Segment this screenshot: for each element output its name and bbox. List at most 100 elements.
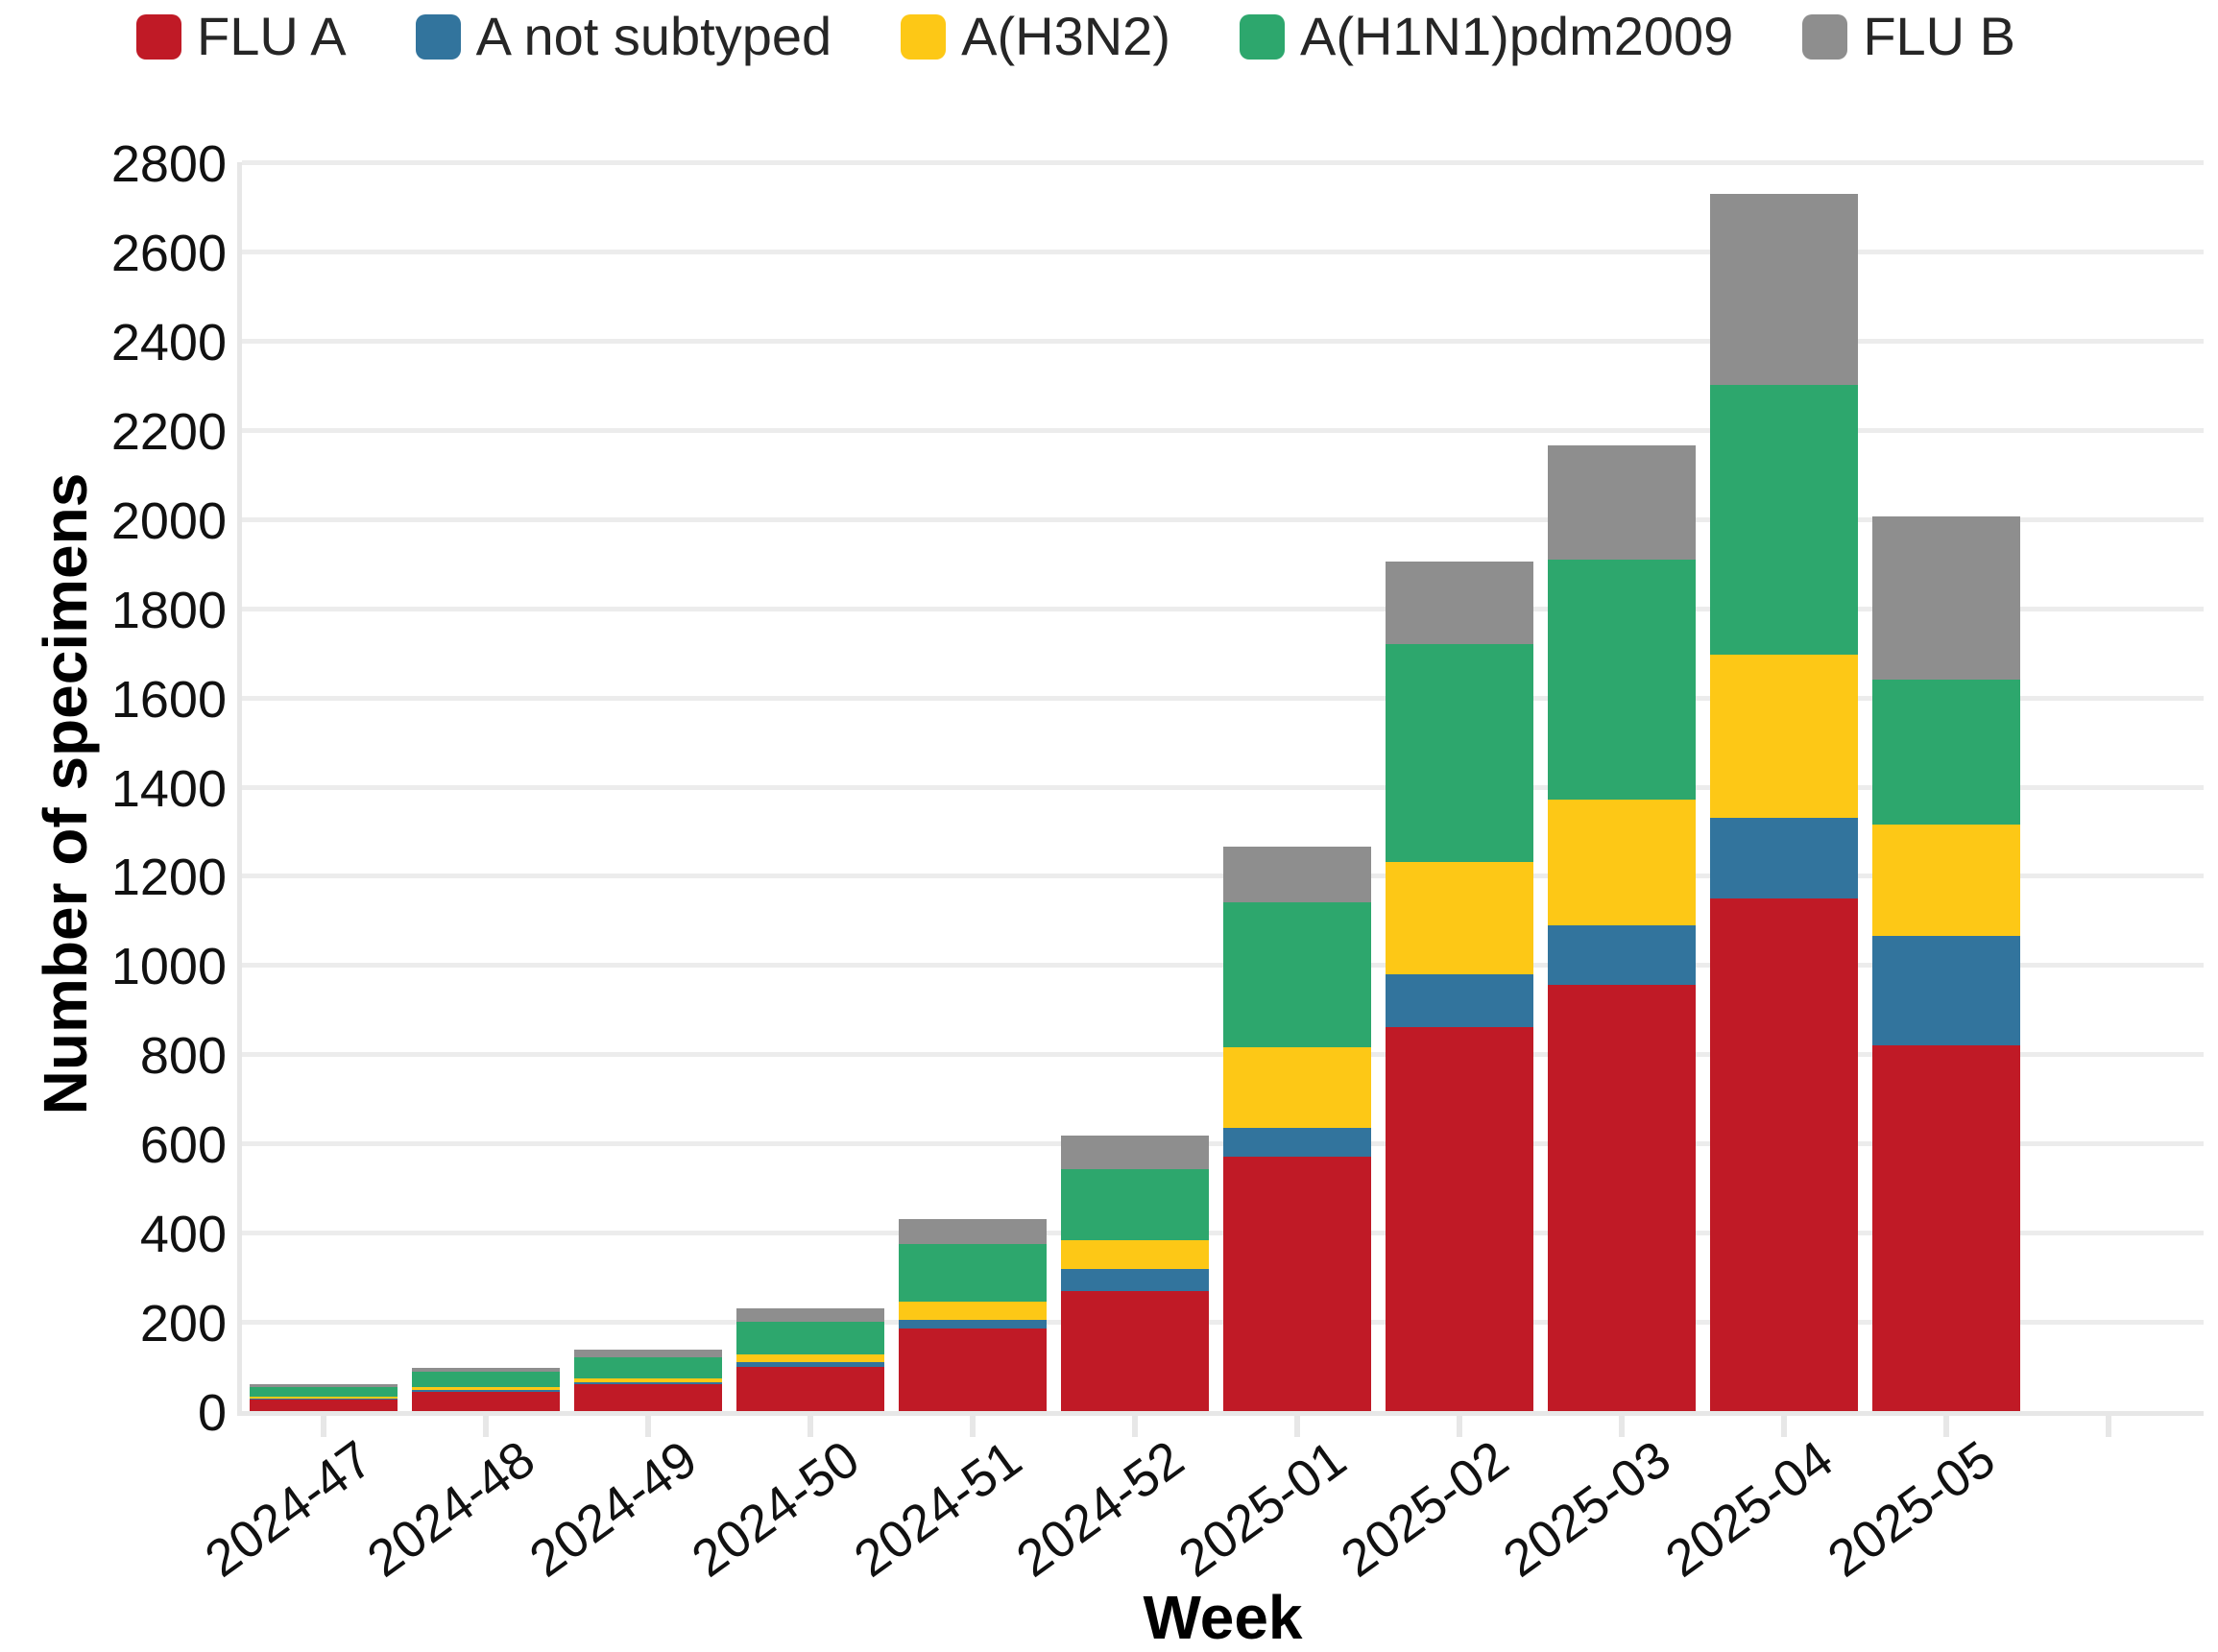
x-axis-tick — [483, 1416, 489, 1437]
bar-segment-2024-50-a(h3n2)[interactable] — [736, 1353, 884, 1363]
gridline-y-1800 — [242, 606, 2204, 611]
x-axis-tick — [2106, 1416, 2111, 1437]
gridline-y-400 — [242, 1231, 2204, 1236]
bar-segment-2024-52-a(h3n2)[interactable] — [1061, 1240, 1209, 1270]
bar-segment-2024-49-a-not-subtyped[interactable] — [574, 1381, 722, 1385]
x-axis-tick — [808, 1416, 813, 1437]
bar-segment-2024-47-flu-a[interactable] — [250, 1399, 398, 1411]
bar-segment-2024-52-a(h1n1)pdm2009[interactable] — [1061, 1168, 1209, 1241]
x-axis-tick — [1781, 1416, 1787, 1437]
legend-item-flu-a[interactable]: FLU A — [136, 10, 347, 63]
bar-segment-2025-03-flu-b[interactable] — [1548, 445, 1696, 560]
legend-item-a(h3n2)[interactable]: A(H3N2) — [901, 10, 1170, 63]
bar-segment-2025-01-flu-b[interactable] — [1223, 847, 1371, 903]
legend-label: A(H1N1)pdm2009 — [1299, 6, 1734, 66]
bar-segment-2024-47-a(h1n1)pdm2009[interactable] — [250, 1386, 398, 1398]
bar-segment-2024-50-flu-b[interactable] — [736, 1308, 884, 1323]
x-axis-tick — [1132, 1416, 1138, 1437]
bar-segment-2024-49-a(h1n1)pdm2009[interactable] — [574, 1357, 722, 1378]
bar-segment-2025-04-flu-b[interactable] — [1710, 193, 1858, 386]
y-tick-label-2800: 2800 — [110, 135, 227, 193]
bar-segment-2025-04-a-not-subtyped[interactable] — [1710, 818, 1858, 898]
bar-segment-2025-05-flu-a[interactable] — [1872, 1044, 2020, 1411]
bar-segment-2025-04-a(h3n2)[interactable] — [1710, 655, 1858, 819]
gridline-y-600 — [242, 1141, 2204, 1147]
bar-segment-2025-03-flu-a[interactable] — [1548, 985, 1696, 1411]
bar-segment-2024-51-a-not-subtyped[interactable] — [899, 1319, 1047, 1329]
bar-segment-2025-01-a-not-subtyped[interactable] — [1223, 1127, 1371, 1158]
bar-segment-2025-03-a(h3n2)[interactable] — [1548, 800, 1696, 925]
bar-segment-2024-51-flu-a[interactable] — [899, 1329, 1047, 1411]
bar-segment-2025-03-a(h1n1)pdm2009[interactable] — [1548, 559, 1696, 801]
gridline-y-2200 — [242, 427, 2204, 433]
bar-segment-2025-05-a(h3n2)[interactable] — [1872, 824, 2020, 937]
gridline-y-2600 — [242, 249, 2204, 254]
gridline-y-1000 — [242, 963, 2204, 969]
bar-segment-2024-51-flu-b[interactable] — [899, 1219, 1047, 1244]
legend-label: A not subtyped — [475, 6, 832, 66]
legend-label: FLU B — [1863, 6, 2016, 66]
x-axis-tick — [1619, 1416, 1625, 1437]
bar-segment-2024-52-a-not-subtyped[interactable] — [1061, 1269, 1209, 1291]
y-tick-label-1600: 1600 — [110, 670, 227, 729]
y-tick-label-1400: 1400 — [110, 759, 227, 818]
bar-segment-2024-48-flu-a[interactable] — [412, 1391, 560, 1411]
bar-segment-2025-02-flu-a[interactable] — [1386, 1027, 1533, 1411]
bar-segment-2025-03-a-not-subtyped[interactable] — [1548, 924, 1696, 986]
bar-segment-2024-47-a(h3n2)[interactable] — [250, 1397, 398, 1399]
gridline-y-2000 — [242, 516, 2204, 522]
x-axis-tick — [1943, 1416, 1949, 1437]
bar-segment-2025-05-flu-b[interactable] — [1872, 516, 2020, 680]
bar-segment-2025-04-a(h1n1)pdm2009[interactable] — [1710, 385, 1858, 656]
legend-item-a-not-subtyped[interactable]: A not subtyped — [415, 6, 832, 66]
y-tick-label-600: 600 — [139, 1116, 227, 1175]
legend-item-a(h1n1)pdm2009[interactable]: A(H1N1)pdm2009 — [1239, 6, 1734, 66]
legend-swatch-icon — [1239, 13, 1285, 60]
y-tick-label-800: 800 — [139, 1027, 227, 1086]
bar-segment-2025-01-a(h1n1)pdm2009[interactable] — [1223, 902, 1371, 1048]
legend-swatch-icon — [1802, 13, 1848, 60]
legend-swatch-icon — [136, 13, 181, 60]
bar-segment-2025-01-flu-a[interactable] — [1223, 1157, 1371, 1411]
bar-segment-2025-02-flu-b[interactable] — [1386, 561, 1533, 644]
bar-segment-2024-48-a(h1n1)pdm2009[interactable] — [412, 1372, 560, 1388]
gridline-y-200 — [242, 1320, 2204, 1326]
x-axis-line — [237, 1411, 2204, 1416]
bar-segment-2024-51-a(h1n1)pdm2009[interactable] — [899, 1243, 1047, 1303]
x-axis-tick — [1294, 1416, 1300, 1437]
y-axis-title: Number of specimens — [31, 472, 100, 1115]
bar-segment-2024-48-a-not-subtyped[interactable] — [412, 1390, 560, 1392]
bar-segment-2024-50-a-not-subtyped[interactable] — [736, 1362, 884, 1367]
bar-segment-2024-52-flu-b[interactable] — [1061, 1135, 1209, 1169]
x-axis-tick — [1457, 1416, 1462, 1437]
y-tick-label-2200: 2200 — [110, 402, 227, 461]
bar-segment-2025-04-flu-a[interactable] — [1710, 898, 1858, 1411]
bar-segment-2025-05-a(h1n1)pdm2009[interactable] — [1872, 679, 2020, 825]
y-tick-label-2000: 2000 — [110, 491, 227, 550]
y-tick-label-0: 0 — [197, 1384, 227, 1442]
bar-segment-2024-48-a(h3n2)[interactable] — [412, 1387, 560, 1391]
bar-segment-2025-02-a(h1n1)pdm2009[interactable] — [1386, 643, 1533, 863]
legend-item-flu-b[interactable]: FLU B — [1802, 10, 2015, 63]
bar-segment-2024-48-flu-b[interactable] — [412, 1367, 560, 1373]
bar-segment-2024-50-a(h1n1)pdm2009[interactable] — [736, 1322, 884, 1354]
legend-swatch-icon — [901, 13, 947, 60]
bar-segment-2025-02-a-not-subtyped[interactable] — [1386, 973, 1533, 1028]
bar-segment-2024-49-a(h3n2)[interactable] — [574, 1377, 722, 1382]
bar-segment-2024-52-flu-a[interactable] — [1061, 1290, 1209, 1411]
bar-segment-2024-47-a-not-subtyped[interactable] — [250, 1398, 398, 1400]
x-axis-title: Week — [1143, 1583, 1303, 1652]
gridline-y-1600 — [242, 695, 2204, 701]
bar-segment-2025-01-a(h3n2)[interactable] — [1223, 1047, 1371, 1128]
bar-segment-2024-47-flu-b[interactable] — [250, 1384, 398, 1387]
y-tick-label-1000: 1000 — [110, 938, 227, 996]
bar-segment-2024-51-a(h3n2)[interactable] — [899, 1302, 1047, 1320]
bar-segment-2024-49-flu-a[interactable] — [574, 1384, 722, 1411]
gridline-y-2800 — [242, 160, 2204, 165]
bar-segment-2025-05-a-not-subtyped[interactable] — [1872, 936, 2020, 1045]
bar-segment-2024-50-flu-a[interactable] — [736, 1366, 884, 1411]
bar-segment-2024-49-flu-b[interactable] — [574, 1350, 722, 1358]
bar-segment-2025-02-a(h3n2)[interactable] — [1386, 862, 1533, 974]
